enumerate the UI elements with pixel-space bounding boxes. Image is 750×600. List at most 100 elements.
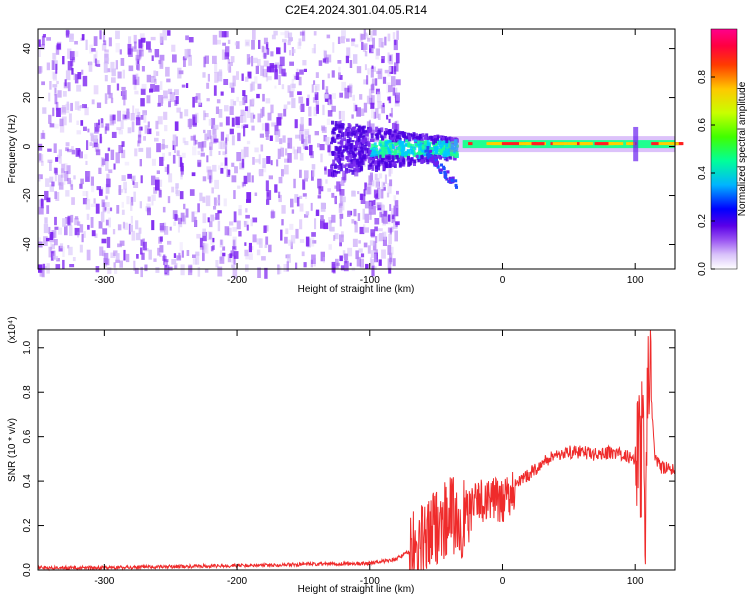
spectrogram-cell (238, 231, 242, 237)
spectrogram-cell (343, 253, 349, 261)
spectrogram-cell (422, 148, 425, 153)
spectrogram-cell (324, 57, 329, 64)
spectrogram-cell (81, 34, 85, 41)
spectrogram-cell (254, 147, 259, 153)
spectrogram-cell (160, 81, 163, 90)
spectrogram-cell (137, 134, 142, 144)
spectrogram-cell (62, 259, 65, 270)
spectrogram-cell (283, 42, 287, 53)
snr-series-line (37, 329, 676, 572)
spectrogram-cell (54, 226, 59, 230)
spectrogram-cell (266, 156, 271, 164)
spectrogram-cell (159, 54, 165, 61)
spectrogram-cell (96, 60, 100, 65)
spectrogram-cell (323, 222, 329, 230)
spectrogram-cell (456, 144, 459, 148)
spectrogram-cell (354, 133, 357, 139)
spectrogram-cell (433, 162, 437, 166)
spectrogram-cell (303, 262, 307, 268)
spectrogram-cell (363, 242, 368, 248)
spectrogram-cell (240, 109, 245, 116)
spectrogram-cell (62, 56, 65, 65)
spectrogram-cell (336, 262, 340, 266)
spectrogram-cell (334, 198, 337, 203)
spectrogram-cell (107, 267, 112, 274)
spectrogram-cell (197, 266, 201, 277)
spectrogram-cell (393, 133, 397, 139)
spectrogram-cell (320, 251, 325, 262)
spectrogram-cell (317, 178, 322, 189)
spectrogram-cell (181, 84, 186, 88)
spectrogram-cell (407, 143, 411, 147)
spectrogram-cell (95, 203, 100, 214)
spectrogram-cell (270, 211, 276, 218)
spectrogram-cell (94, 233, 98, 238)
spectrogram-cell (175, 96, 179, 105)
spectrogram-cell (355, 152, 359, 155)
spectrogram-cell (324, 166, 327, 175)
spectrogram-cell (148, 249, 152, 260)
spectrogram-cell (220, 162, 224, 167)
spectrogram-cell (80, 120, 84, 126)
spectrogram-cell (304, 170, 309, 179)
spectrogram-cell (276, 159, 279, 167)
spectrogram-cell (114, 268, 118, 274)
colorbar-gradient (710, 28, 738, 270)
spectrogram-cell (220, 131, 225, 141)
carrier-peak (587, 142, 593, 146)
spectrogram-cell (121, 149, 126, 159)
spectrogram-cell (63, 163, 68, 171)
spectrogram-cell (140, 239, 144, 246)
spectrogram-cell (455, 150, 459, 157)
spectrogram-cell (395, 79, 401, 86)
spectrogram-cell (54, 172, 57, 182)
spectrogram-cell (360, 193, 366, 204)
spectrogram-cell (253, 114, 256, 119)
spectrogram-cell (346, 47, 351, 58)
spectrogram-cell (104, 75, 108, 82)
spectrogram-cell (236, 71, 239, 80)
spectrogram-cell (230, 99, 234, 110)
spectrogram-cell (251, 175, 254, 183)
spectrogram-cell (345, 163, 349, 167)
spectrogram-cell (395, 221, 400, 226)
spectrogram-cell (109, 114, 115, 121)
spectrogram-cell (355, 165, 359, 169)
spectrogram-cell (388, 267, 392, 274)
spectrogram-cell (236, 220, 241, 230)
spectrogram-frame (37, 28, 676, 270)
spectrogram-cell (412, 134, 416, 140)
spectrogram-cell (340, 36, 345, 44)
spectrogram-cell (371, 108, 375, 119)
spectrogram-cell (138, 147, 144, 152)
spectrogram-cell (346, 131, 350, 138)
spectrogram-cell (59, 243, 64, 249)
spectrogram-cell (163, 144, 169, 149)
spectrogram-cell (174, 121, 179, 131)
spectrogram-cell (52, 72, 57, 81)
spectrogram-cell (248, 242, 252, 253)
spectrogram-cell (159, 60, 164, 69)
spectrogram-cell (333, 235, 336, 241)
spectrogram-x-ticks: -300 -200 -100 0 100 (94, 29, 644, 286)
spectrogram-cell (340, 201, 345, 211)
spectrogram-cell (188, 54, 192, 66)
spectrogram-cell (352, 238, 358, 247)
carrier-peak (658, 142, 672, 146)
spectrogram-cell (90, 176, 94, 186)
spectrogram-cell (388, 168, 392, 177)
spectrogram-cell (212, 128, 217, 135)
spectrogram-cell (229, 128, 234, 135)
spectrogram-cell (220, 91, 224, 96)
spectrogram-cell (370, 67, 374, 78)
spectrogram-cell (228, 169, 231, 176)
spectrogram-cell (146, 95, 151, 104)
spectrogram-cell (453, 153, 457, 158)
spectrogram-cell (352, 130, 356, 136)
spectrogram-cell (234, 166, 238, 174)
spectrogram-cell (135, 232, 141, 241)
spectrogram-cell (83, 126, 87, 131)
spectrogram-cell (369, 257, 372, 267)
spectrogram-cell (355, 141, 358, 148)
spectrogram-cell (130, 224, 133, 232)
